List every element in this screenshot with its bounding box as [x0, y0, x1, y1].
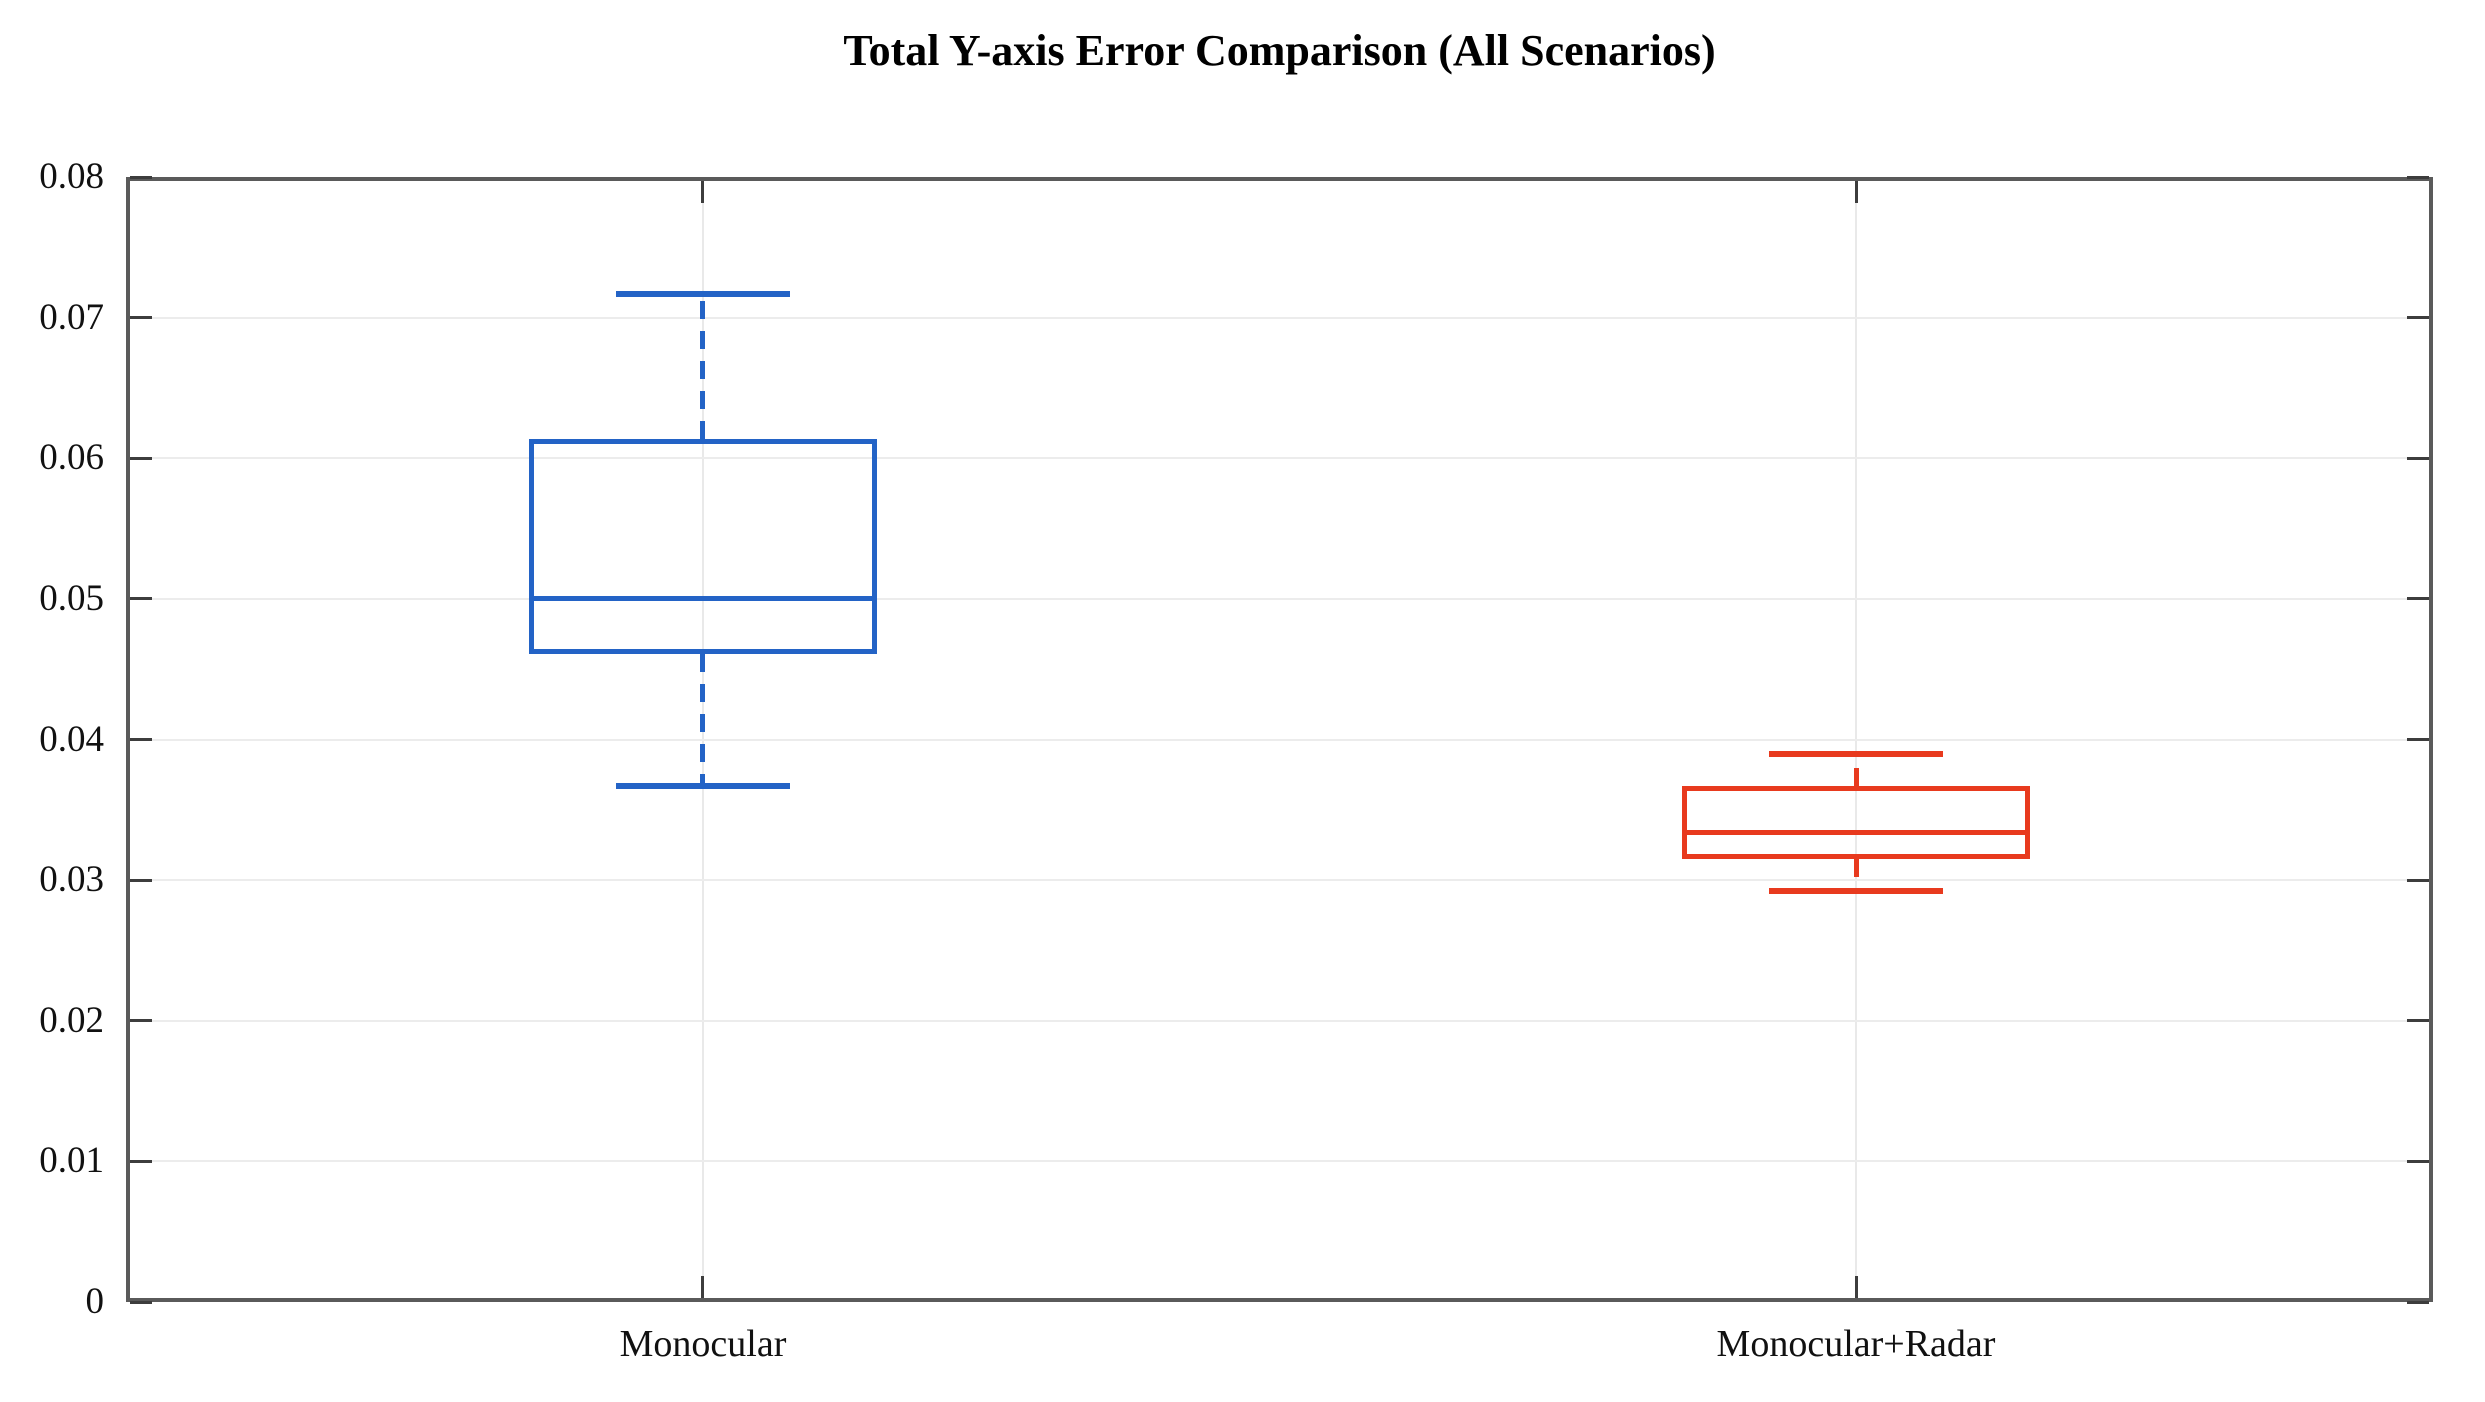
horizontal-gridline — [130, 598, 2429, 600]
horizontal-gridline — [130, 1160, 2429, 1162]
y-tick-label: 0.07 — [39, 297, 104, 338]
y-tick-right — [2407, 457, 2429, 460]
lower-whisker-monocular — [700, 654, 705, 786]
horizontal-gridline — [130, 1020, 2429, 1022]
median-line-monocular — [529, 596, 877, 601]
x-tick-top — [701, 181, 704, 203]
chart-title: Total Y-axis Error Comparison (All Scena… — [843, 26, 1716, 75]
horizontal-gridline — [130, 457, 2429, 459]
y-tick-right — [2407, 1019, 2429, 1022]
x-tick-label-monocular-radar: Monocular+Radar — [1716, 1323, 1996, 1365]
y-tick-left — [130, 1160, 152, 1163]
y-tick-label: 0.03 — [39, 859, 104, 900]
median-line-monocular-radar — [1682, 830, 2030, 835]
y-tick-label: 0.08 — [39, 156, 104, 197]
y-tick-left — [130, 316, 152, 319]
y-tick-label: 0.02 — [39, 1000, 104, 1041]
x-tick-label-monocular: Monocular — [619, 1323, 787, 1365]
y-tick-left — [130, 1301, 152, 1304]
y-tick-label: 0.01 — [39, 1140, 104, 1181]
x-tick-top — [1855, 181, 1858, 203]
horizontal-gridline — [130, 739, 2429, 741]
lower-whisker-monocular-radar — [1854, 859, 1859, 891]
y-tick-left — [130, 879, 152, 882]
horizontal-gridline — [130, 317, 2429, 319]
y-tick-left — [130, 738, 152, 741]
x-tick-bottom — [1855, 1276, 1858, 1298]
iqr-box-monocular — [529, 439, 877, 654]
upper-whisker-cap-monocular-radar — [1769, 751, 1943, 757]
y-tick-left — [130, 597, 152, 600]
y-tick-label: 0 — [85, 1281, 105, 1322]
y-tick-label: 0.05 — [39, 578, 104, 619]
y-tick-label: 0.04 — [39, 719, 104, 760]
lower-whisker-cap-monocular-radar — [1769, 888, 1943, 894]
upper-whisker-monocular-radar — [1854, 754, 1859, 786]
y-tick-right — [2407, 738, 2429, 741]
upper-whisker-cap-monocular — [616, 291, 790, 297]
y-tick-right — [2407, 316, 2429, 319]
y-tick-right — [2407, 176, 2429, 179]
y-tick-left — [130, 457, 152, 460]
iqr-box-monocular-radar — [1682, 786, 2030, 859]
y-tick-left — [130, 176, 152, 179]
horizontal-gridline — [130, 879, 2429, 881]
lower-whisker-cap-monocular — [616, 783, 790, 789]
axes-frame — [126, 177, 2433, 1302]
y-tick-right — [2407, 1160, 2429, 1163]
upper-whisker-monocular — [700, 294, 705, 439]
x-tick-bottom — [701, 1276, 704, 1298]
y-tick-right — [2407, 597, 2429, 600]
y-tick-right — [2407, 1301, 2429, 1304]
y-tick-right — [2407, 879, 2429, 882]
y-tick-label: 0.06 — [39, 437, 104, 478]
y-tick-left — [130, 1019, 152, 1022]
